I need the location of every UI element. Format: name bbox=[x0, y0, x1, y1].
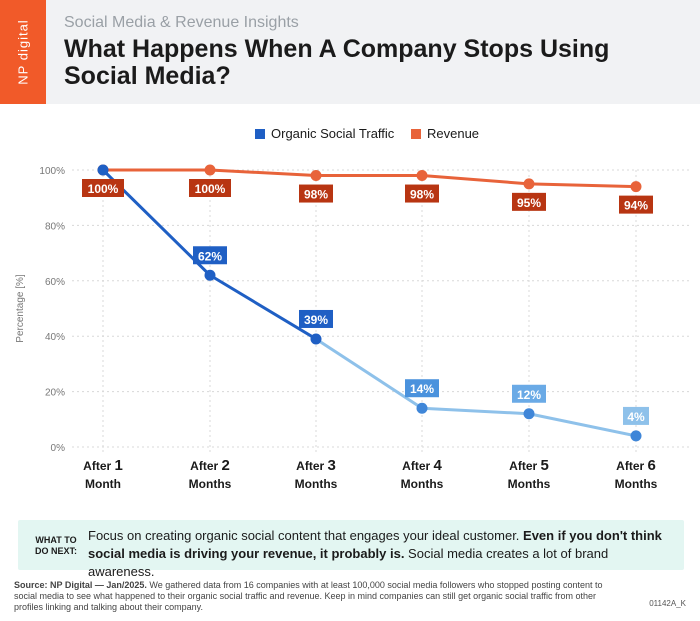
organic-point bbox=[416, 402, 428, 414]
x-tick-prefix: After bbox=[83, 459, 114, 473]
x-tick-label: After 6 bbox=[616, 457, 656, 474]
y-tick-label: 0% bbox=[51, 443, 66, 454]
organic-point bbox=[310, 333, 322, 345]
organic-point bbox=[97, 164, 109, 176]
x-tick-unit: Months bbox=[508, 477, 551, 491]
header: NP digital Social Media & Revenue Insigh… bbox=[0, 0, 700, 104]
x-tick-unit: Month bbox=[85, 477, 121, 491]
organic-line-segment bbox=[527, 412, 638, 438]
revenue-data-label-bg bbox=[619, 195, 653, 214]
tip-text: Focus on creating organic social content… bbox=[88, 527, 678, 581]
revenue-data-label: 98% bbox=[410, 188, 434, 202]
y-tick-label: 80% bbox=[45, 221, 65, 232]
organic-data-label-bg bbox=[623, 406, 649, 425]
organic-data-label: 12% bbox=[517, 388, 541, 402]
revenue-line-segment bbox=[527, 182, 638, 189]
brand-logo: NP digital bbox=[0, 0, 46, 104]
organic-data-label: 14% bbox=[410, 382, 434, 396]
revenue-line-segment bbox=[208, 168, 318, 178]
source-label: Source: NP Digital — Jan/2025. bbox=[14, 580, 147, 590]
organic-line-segment bbox=[314, 337, 424, 410]
x-tick-number: 5 bbox=[541, 457, 549, 474]
revenue-line-segment bbox=[420, 174, 531, 186]
x-tick-label: After 2 bbox=[190, 457, 230, 474]
revenue-point bbox=[523, 178, 535, 190]
revenue-data-label: 100% bbox=[88, 182, 119, 196]
revenue-point bbox=[630, 181, 642, 193]
x-tick-unit: Months bbox=[295, 477, 338, 491]
legend-label-organic: Organic Social Traffic bbox=[271, 126, 395, 141]
x-tick-label: After 3 bbox=[296, 457, 336, 474]
x-tick-prefix: After bbox=[296, 459, 327, 473]
x-tick-number: 1 bbox=[115, 457, 123, 474]
revenue-data-label-bg bbox=[189, 179, 231, 197]
revenue-point bbox=[310, 170, 322, 182]
brand-label: NP digital bbox=[15, 19, 31, 85]
organic-point bbox=[630, 430, 642, 442]
x-tick-prefix: After bbox=[190, 459, 221, 473]
y-tick-label: 20% bbox=[45, 388, 65, 399]
organic-point bbox=[204, 269, 216, 281]
organic-data-label-bg bbox=[193, 246, 227, 265]
revenue-data-label: 94% bbox=[624, 199, 648, 213]
x-tick-prefix: After bbox=[616, 459, 647, 473]
x-tick-number: 3 bbox=[328, 457, 336, 474]
organic-data-label-bg bbox=[299, 309, 333, 328]
revenue-data-label-bg bbox=[82, 179, 124, 197]
organic-point bbox=[523, 408, 535, 420]
revenue-data-label-bg bbox=[405, 184, 439, 203]
tip-text-bold: Even if you don't think social media is … bbox=[88, 528, 662, 561]
revenue-data-label: 100% bbox=[195, 182, 226, 196]
y-tick-label: 60% bbox=[45, 277, 65, 288]
x-tick-prefix: After bbox=[402, 459, 433, 473]
tip-text-end: Social media creates a lot of brand awar… bbox=[88, 546, 609, 579]
x-tick-number: 4 bbox=[434, 457, 443, 474]
organic-data-label: 39% bbox=[304, 313, 328, 327]
revenue-data-label-bg bbox=[299, 184, 333, 203]
revenue-data-label-bg bbox=[512, 192, 546, 211]
revenue-point bbox=[204, 164, 216, 176]
figure-code: 01142A_K bbox=[649, 599, 686, 608]
legend-swatch-organic bbox=[255, 129, 265, 139]
revenue-point bbox=[416, 170, 428, 182]
organic-data-label-bg bbox=[405, 379, 439, 398]
x-tick-prefix: After bbox=[509, 459, 540, 473]
organic-data-label-bg bbox=[512, 384, 546, 403]
organic-line-segment bbox=[208, 273, 318, 341]
x-tick-unit: Months bbox=[615, 477, 658, 491]
x-tick-label: After 4 bbox=[402, 457, 442, 474]
organic-line-segment bbox=[420, 406, 531, 416]
x-tick-number: 6 bbox=[648, 457, 656, 474]
tip-box: WHAT TO DO NEXT: Focus on creating organ… bbox=[18, 520, 684, 579]
tip-label: WHAT TO DO NEXT: bbox=[34, 535, 77, 556]
page-title: What Happens When A Company Stops Using … bbox=[64, 35, 610, 90]
legend-label-revenue: Revenue bbox=[427, 126, 479, 141]
x-tick-number: 2 bbox=[222, 457, 230, 474]
y-tick-label: 100% bbox=[39, 166, 65, 177]
y-axis-label: Percentage [%] bbox=[15, 274, 26, 343]
page-subtitle: Social Media & Revenue Insights bbox=[64, 14, 299, 31]
x-tick-unit: Months bbox=[401, 477, 444, 491]
revenue-data-label: 95% bbox=[517, 196, 541, 210]
legend-swatch-revenue bbox=[411, 129, 421, 139]
x-tick-unit: Months bbox=[189, 477, 232, 491]
line-chart: Organic Social Traffic Revenue 0% 20% 40% 60%… bbox=[15, 126, 690, 491]
revenue-data-label: 98% bbox=[304, 188, 328, 202]
x-tick-label: After 1 bbox=[83, 457, 123, 474]
source-text: We gathered data from 16 companies with … bbox=[14, 580, 603, 612]
organic-data-label: 4% bbox=[627, 410, 645, 424]
organic-data-label: 62% bbox=[198, 249, 222, 263]
source-note: Source: NP Digital — Jan/2025. We gather… bbox=[14, 580, 624, 613]
y-tick-label: 40% bbox=[45, 332, 65, 343]
tip-text-regular: Focus on creating organic social content… bbox=[88, 528, 524, 543]
x-tick-label: After 5 bbox=[509, 457, 549, 474]
